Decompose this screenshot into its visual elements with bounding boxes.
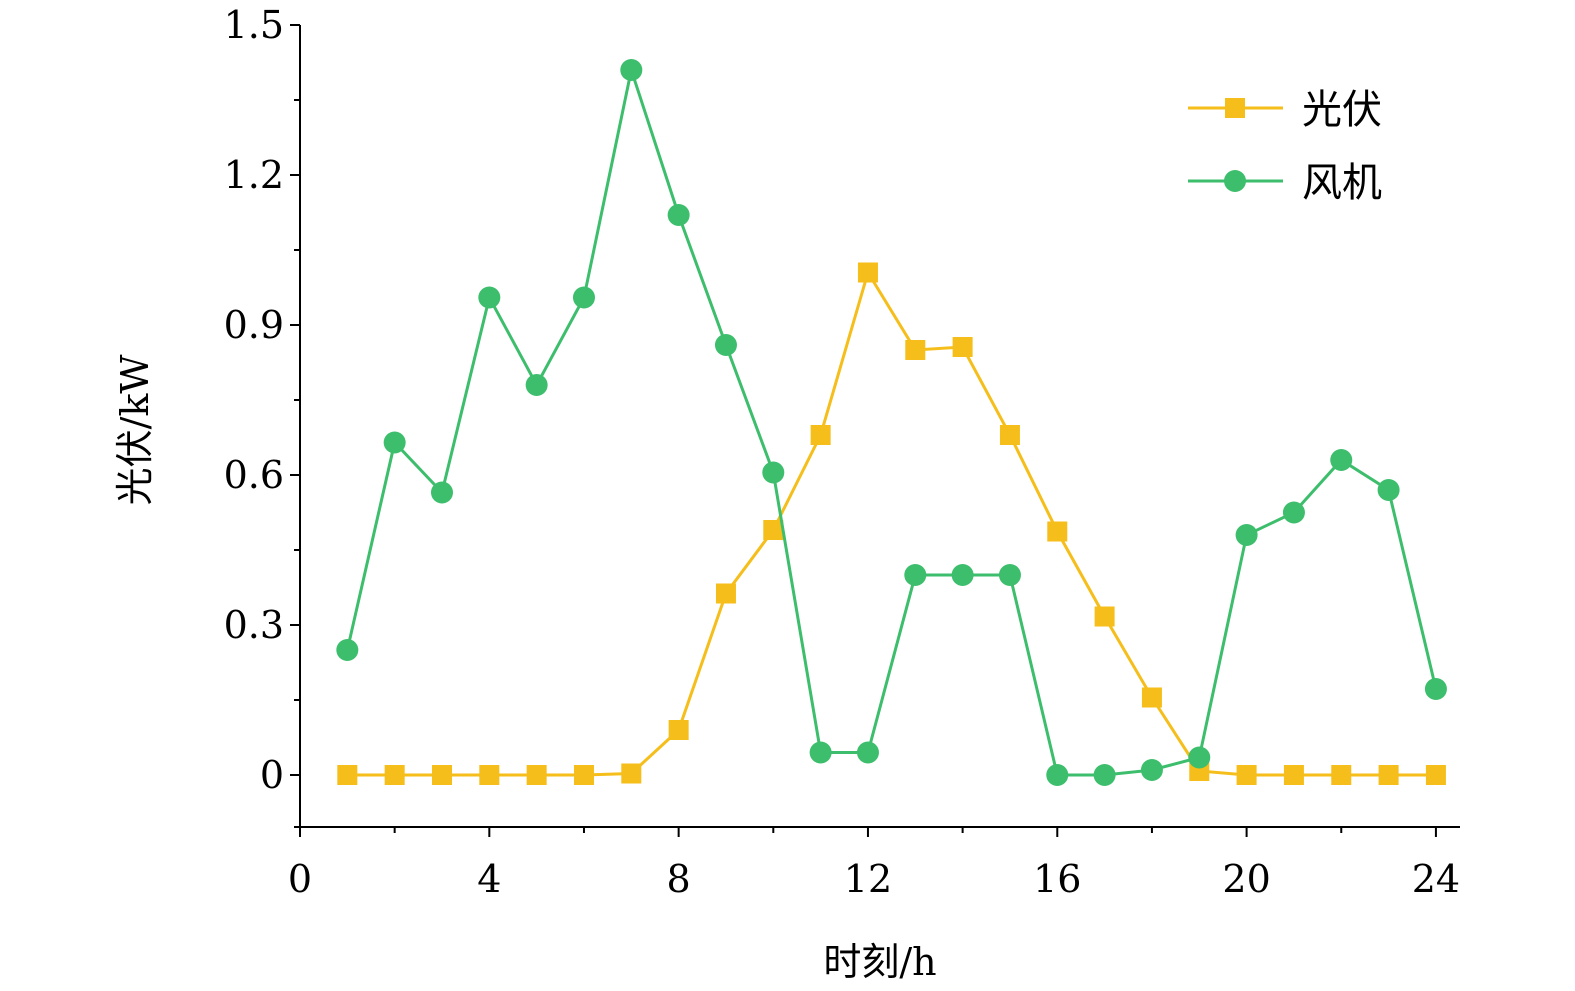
data-point	[1188, 746, 1211, 769]
data-point	[667, 204, 690, 226]
data-point	[1377, 479, 1400, 501]
legend-marker	[1224, 170, 1246, 192]
y-tick-label: 0.3	[224, 603, 284, 647]
data-point	[383, 431, 406, 454]
x-tick-label: 20	[1222, 857, 1270, 901]
legend-label: 光伏	[1302, 87, 1382, 133]
data-point	[952, 337, 973, 357]
data-point	[714, 334, 737, 356]
data-point	[1141, 687, 1162, 708]
data-point	[1425, 765, 1446, 785]
data-point	[1378, 765, 1399, 785]
data-point	[1094, 606, 1115, 627]
data-point	[904, 564, 927, 586]
data-point	[1283, 765, 1304, 785]
axes	[299, 25, 1460, 828]
series-2	[336, 59, 1447, 786]
x-tick-label: 4	[477, 857, 501, 901]
data-point	[763, 520, 784, 540]
data-point	[810, 425, 831, 445]
data-point	[857, 262, 878, 283]
data-point	[336, 639, 359, 661]
x-axis-title: 时刻/h	[823, 940, 936, 984]
x-tick-label: 12	[844, 857, 892, 901]
y-tick-label: 0.9	[224, 303, 284, 347]
data-point	[762, 461, 785, 484]
data-point	[999, 425, 1020, 445]
data-point	[715, 583, 736, 604]
x-tick-label: 16	[1033, 857, 1081, 901]
data-point	[1330, 449, 1353, 471]
data-point	[384, 765, 405, 785]
data-point	[431, 765, 452, 785]
legend-item: 光伏	[1188, 87, 1382, 133]
data-point	[951, 564, 974, 586]
series-1	[337, 262, 1446, 785]
y-ticks: 0 0.3 0.6 0.9 1.2 1.5	[224, 3, 300, 828]
y-axis-title: 光伏/kW	[113, 355, 157, 506]
y-tick-label: 0	[260, 753, 284, 797]
data-point	[1424, 678, 1447, 700]
data-point	[526, 765, 547, 785]
legend-marker	[1225, 98, 1245, 118]
data-point	[620, 59, 643, 81]
series-line	[345, 64, 1438, 777]
series-layer	[336, 59, 1447, 786]
data-point	[479, 765, 500, 785]
data-point	[478, 286, 501, 309]
data-point	[621, 763, 642, 784]
data-point	[573, 765, 594, 785]
data-point	[337, 765, 358, 785]
legend-label: 风机	[1302, 160, 1382, 206]
data-point	[1093, 764, 1116, 786]
data-point	[1236, 765, 1257, 785]
data-point	[430, 481, 453, 504]
data-point	[1140, 759, 1163, 781]
y-tick-label: 1.5	[224, 3, 284, 47]
y-tick-label: 1.2	[224, 153, 284, 197]
data-point	[856, 741, 879, 764]
data-point	[572, 286, 595, 309]
data-point	[668, 720, 689, 740]
x-tick-label: 24	[1412, 857, 1460, 901]
data-point	[1047, 521, 1068, 542]
x-ticks: 0 4 8 12 16 20 24	[288, 827, 1460, 901]
data-point	[809, 741, 832, 764]
data-point	[1282, 501, 1305, 524]
data-point	[998, 564, 1021, 586]
legend-item: 风机	[1188, 160, 1382, 206]
data-point	[1331, 765, 1352, 785]
data-point	[1046, 764, 1069, 786]
x-tick-label: 8	[667, 857, 691, 901]
data-point	[905, 340, 926, 360]
x-tick-label: 0	[288, 857, 312, 901]
y-tick-label: 0.6	[224, 453, 284, 497]
data-point	[1235, 524, 1258, 546]
data-point	[525, 374, 548, 396]
